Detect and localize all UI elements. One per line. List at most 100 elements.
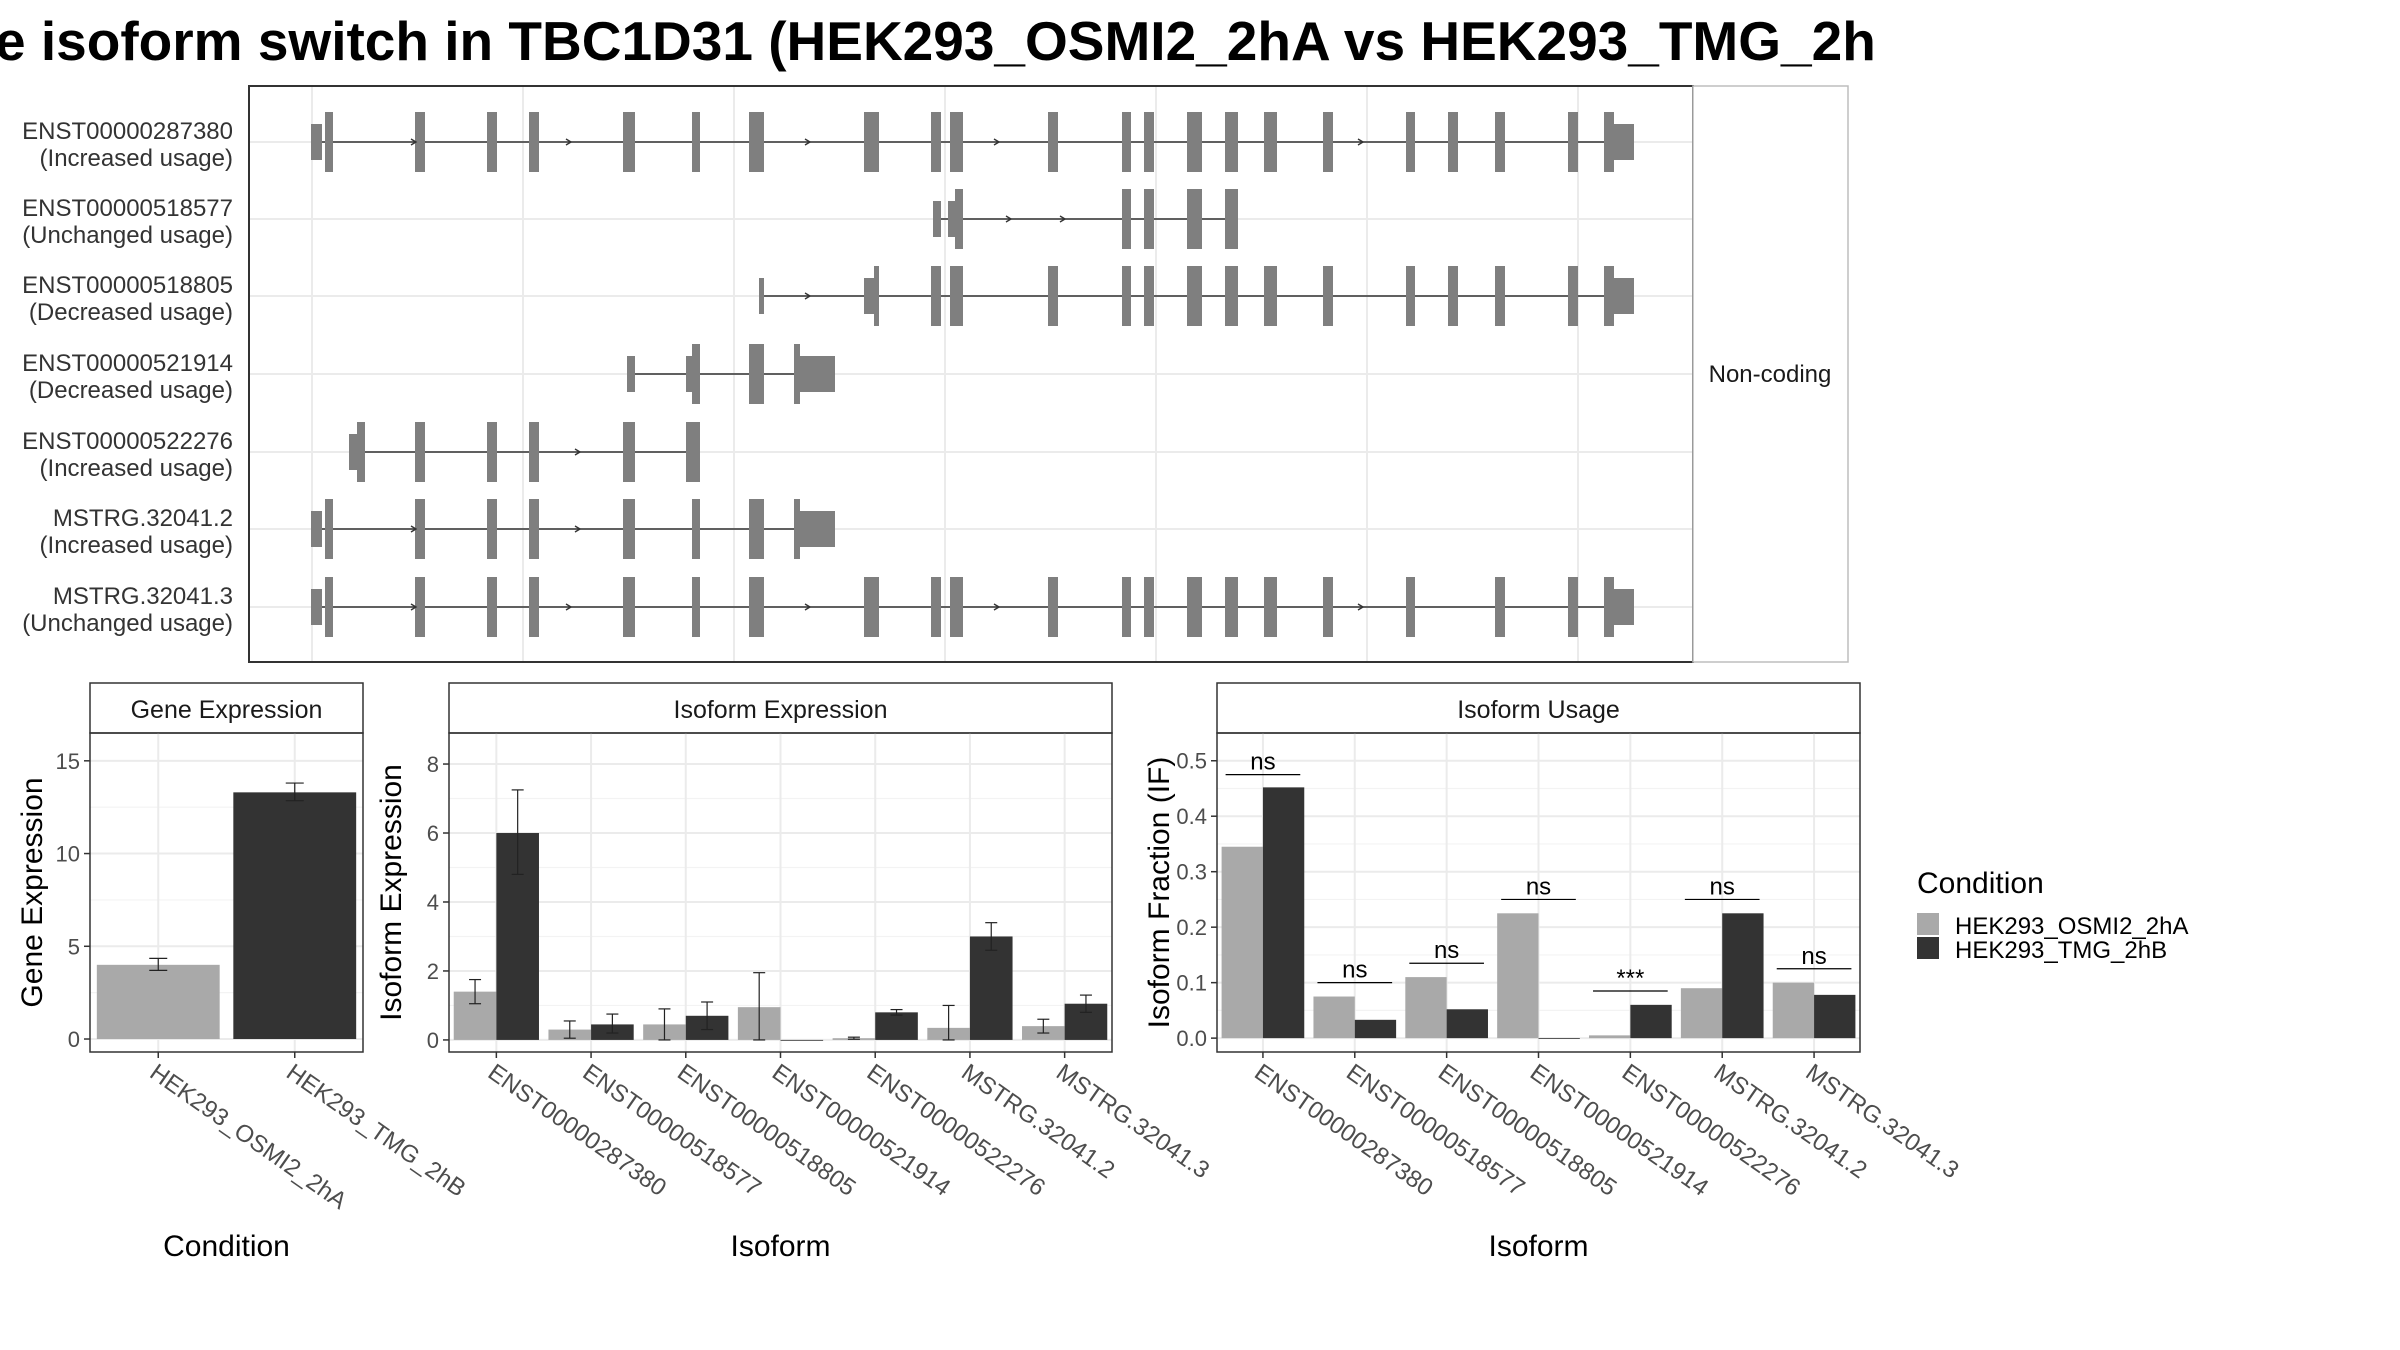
- transcript-id-label: ENST00000287380: [22, 118, 233, 145]
- panel-bars: [96, 782, 357, 1040]
- strand-arrow: [565, 603, 573, 611]
- exon-block: [931, 266, 941, 326]
- exon-block: [933, 201, 941, 237]
- exon-block: [1187, 577, 1202, 637]
- exon-block: [749, 112, 764, 172]
- bar-tmg: [875, 1012, 918, 1040]
- exon-block: [349, 434, 357, 470]
- y-tick-label: 8: [427, 752, 439, 777]
- bar-osmi2: [1221, 846, 1263, 1039]
- x-tick-label: MSTRG.32041.2: [1709, 1059, 1872, 1184]
- x-axis-title: Condition: [163, 1230, 290, 1263]
- legend-swatch-osmi2: [1917, 913, 1939, 935]
- y-tick-label: 4: [427, 890, 439, 915]
- panel-strip-title: Isoform Expression: [674, 696, 888, 724]
- transcript-id-label: ENST00000518805: [22, 272, 233, 299]
- exon-block: [1048, 112, 1058, 172]
- transcript-usage-label: (Decreased usage): [29, 299, 233, 326]
- isoform-expression-panel: Isoform Expression 0 2 4 6 8 ENST00000287380EN…: [375, 682, 1214, 1263]
- bar-osmi2: [1589, 1035, 1631, 1039]
- legend-title: Condition: [1917, 867, 2044, 900]
- exon-block: [931, 112, 941, 172]
- strand-arrow: [410, 138, 418, 146]
- panel-bars: [453, 789, 1108, 1041]
- panel-bars: [1221, 787, 1856, 1039]
- exon-block: [1264, 266, 1277, 326]
- non-coding-label: Non-coding: [1709, 361, 1832, 388]
- y-axis-ticks: 0 5 10 15: [56, 749, 90, 1052]
- exon-block: [1495, 577, 1505, 637]
- exon-block: [686, 356, 692, 392]
- strand-arrow: [410, 603, 418, 611]
- significance-label: ns: [1250, 749, 1275, 776]
- legend-label-tmg: HEK293_TMG_2hB: [1955, 937, 2167, 964]
- exon-block: [1406, 266, 1415, 326]
- bar-osmi2: [1772, 982, 1815, 1039]
- legend-swatch-tmg: [1917, 937, 1939, 959]
- exon-block: [950, 266, 963, 326]
- exon-block: [487, 577, 497, 637]
- y-axis-title: Gene Expression: [16, 777, 49, 1007]
- exon-block: [311, 589, 322, 625]
- bar-chart-panels: Gene Expression 0 5 10 15 HEK293_OSMI2_2hAHEK…: [16, 682, 1964, 1263]
- strand-arrow: [574, 448, 582, 456]
- y-tick-label: 0.0: [1176, 1026, 1207, 1051]
- exon-block: [1614, 278, 1634, 314]
- exon-block: [1225, 266, 1238, 326]
- exon-block: [1144, 577, 1154, 637]
- exon-block: [1448, 266, 1458, 326]
- panel-strip-title: Isoform Usage: [1457, 696, 1620, 724]
- x-axis-title: Isoform: [730, 1230, 830, 1263]
- exon-block: [749, 344, 764, 404]
- x-axis-ticks: ENST00000287380ENST00000518577ENST000005…: [483, 1052, 1214, 1202]
- x-tick-label: MSTRG.32041.3: [1051, 1059, 1214, 1184]
- exon-block: [325, 577, 333, 637]
- structure-side-strip: [1692, 85, 1849, 663]
- exon-block: [1122, 266, 1131, 326]
- y-tick-label: 5: [68, 934, 80, 959]
- exon-block: [874, 266, 879, 326]
- bar-osmi2: [1680, 988, 1723, 1039]
- y-tick-label: 0: [427, 1028, 439, 1053]
- exon-block: [487, 422, 497, 482]
- y-tick-label: 6: [427, 821, 439, 846]
- exon-block: [686, 422, 700, 482]
- exon-block: [1144, 112, 1154, 172]
- exon-block: [692, 112, 700, 172]
- bar-tmg: [1630, 1004, 1672, 1039]
- exon-block: [311, 124, 322, 160]
- y-tick-label: 0.2: [1176, 915, 1207, 940]
- exon-block: [794, 344, 800, 404]
- significance-label: ns: [1434, 937, 1459, 964]
- y-axis-ticks: 0 2 4 6 8: [427, 752, 449, 1053]
- exon-block: [800, 356, 835, 392]
- exon-block: [1406, 112, 1415, 172]
- transcript-row: ENST00000522276(Increased usage): [22, 422, 700, 482]
- transcript-usage-label: (Increased usage): [40, 532, 233, 559]
- transcript-usage-label: (Increased usage): [40, 455, 233, 482]
- condition-legend: Condition HEK293_OSMI2_2hA HEK293_TMG_2h…: [1917, 867, 2188, 964]
- strand-arrow: [1357, 603, 1365, 611]
- strand-arrow: [1357, 138, 1365, 146]
- exon-block: [415, 112, 425, 172]
- exon-block: [623, 499, 635, 559]
- exon-block: [950, 577, 963, 637]
- strand-arrow: [565, 138, 573, 146]
- exon-block: [627, 356, 635, 392]
- exon-block: [529, 112, 539, 172]
- transcript-id-label: ENST00000518577: [22, 195, 233, 222]
- exon-block: [1144, 266, 1154, 326]
- exon-block: [1604, 112, 1614, 172]
- exon-block: [794, 499, 800, 559]
- exon-block: [415, 577, 425, 637]
- exon-block: [1604, 266, 1614, 326]
- exon-block: [864, 112, 879, 172]
- exon-block: [529, 577, 539, 637]
- exon-block: [1614, 589, 1634, 625]
- bar-tmg: [969, 936, 1013, 1040]
- exon-block: [325, 499, 333, 559]
- exon-block: [692, 577, 700, 637]
- significance-labels: ns ns ns ns *** ns ns: [1225, 749, 1852, 992]
- bar-tmg: [1262, 787, 1305, 1039]
- transcript-row: ENST00000287380(Increased usage): [22, 112, 1634, 172]
